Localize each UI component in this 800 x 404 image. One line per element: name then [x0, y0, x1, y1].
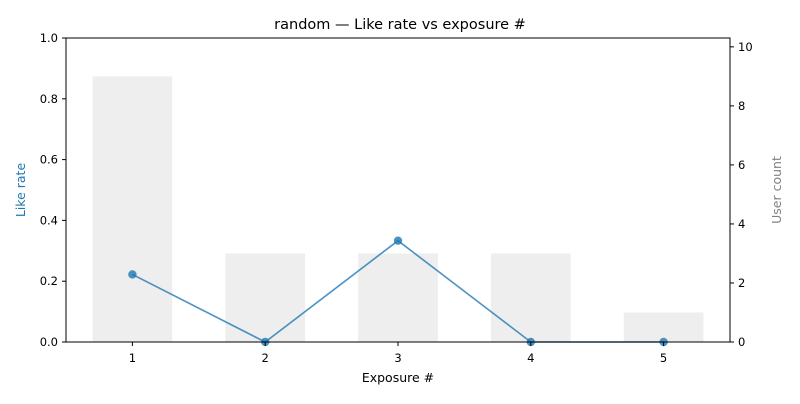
x-tick-label: 4: [527, 351, 534, 365]
right-y-tick-label: 4: [738, 217, 745, 231]
x-tick-label: 5: [660, 351, 667, 365]
x-axis-label: Exposure #: [362, 370, 434, 385]
point-like-rate: [128, 270, 137, 279]
x-tick-label: 1: [129, 351, 136, 365]
left-y-axis-label: Like rate: [13, 163, 28, 218]
left-y-tick-label: 1.0: [40, 31, 58, 45]
right-y-axis-ticks: 0 2 4 6 8 10: [730, 40, 753, 349]
right-y-tick-label: 8: [738, 99, 745, 113]
left-y-tick-label: 0.8: [40, 92, 58, 106]
x-tick-label: 2: [262, 351, 269, 365]
bar-user-count: [225, 253, 306, 342]
bar-user-count: [623, 312, 704, 342]
x-axis-ticks: 1 2 3 4 5: [129, 342, 667, 365]
left-y-tick-label: 0.2: [40, 274, 58, 288]
bar-user-count: [358, 253, 438, 342]
left-y-axis-ticks: 0.0 0.2 0.4 0.6 0.8 1.0: [40, 31, 66, 349]
right-y-axis-label: User count: [769, 156, 784, 224]
bar-user-count: [92, 76, 173, 343]
right-y-tick-label: 10: [738, 40, 753, 54]
right-y-tick-label: 0: [738, 335, 745, 349]
right-y-tick-label: 2: [738, 276, 745, 290]
x-tick-label: 3: [394, 351, 401, 365]
left-y-tick-label: 0.6: [40, 153, 58, 167]
point-like-rate: [393, 236, 403, 245]
bars-layer: [92, 76, 704, 343]
bar-user-count: [490, 253, 571, 342]
chart-title: random — Like rate vs exposure #: [274, 17, 526, 33]
left-y-tick-label: 0.4: [40, 213, 58, 227]
left-y-tick-label: 0.0: [40, 335, 58, 349]
right-y-tick-label: 6: [738, 158, 745, 172]
